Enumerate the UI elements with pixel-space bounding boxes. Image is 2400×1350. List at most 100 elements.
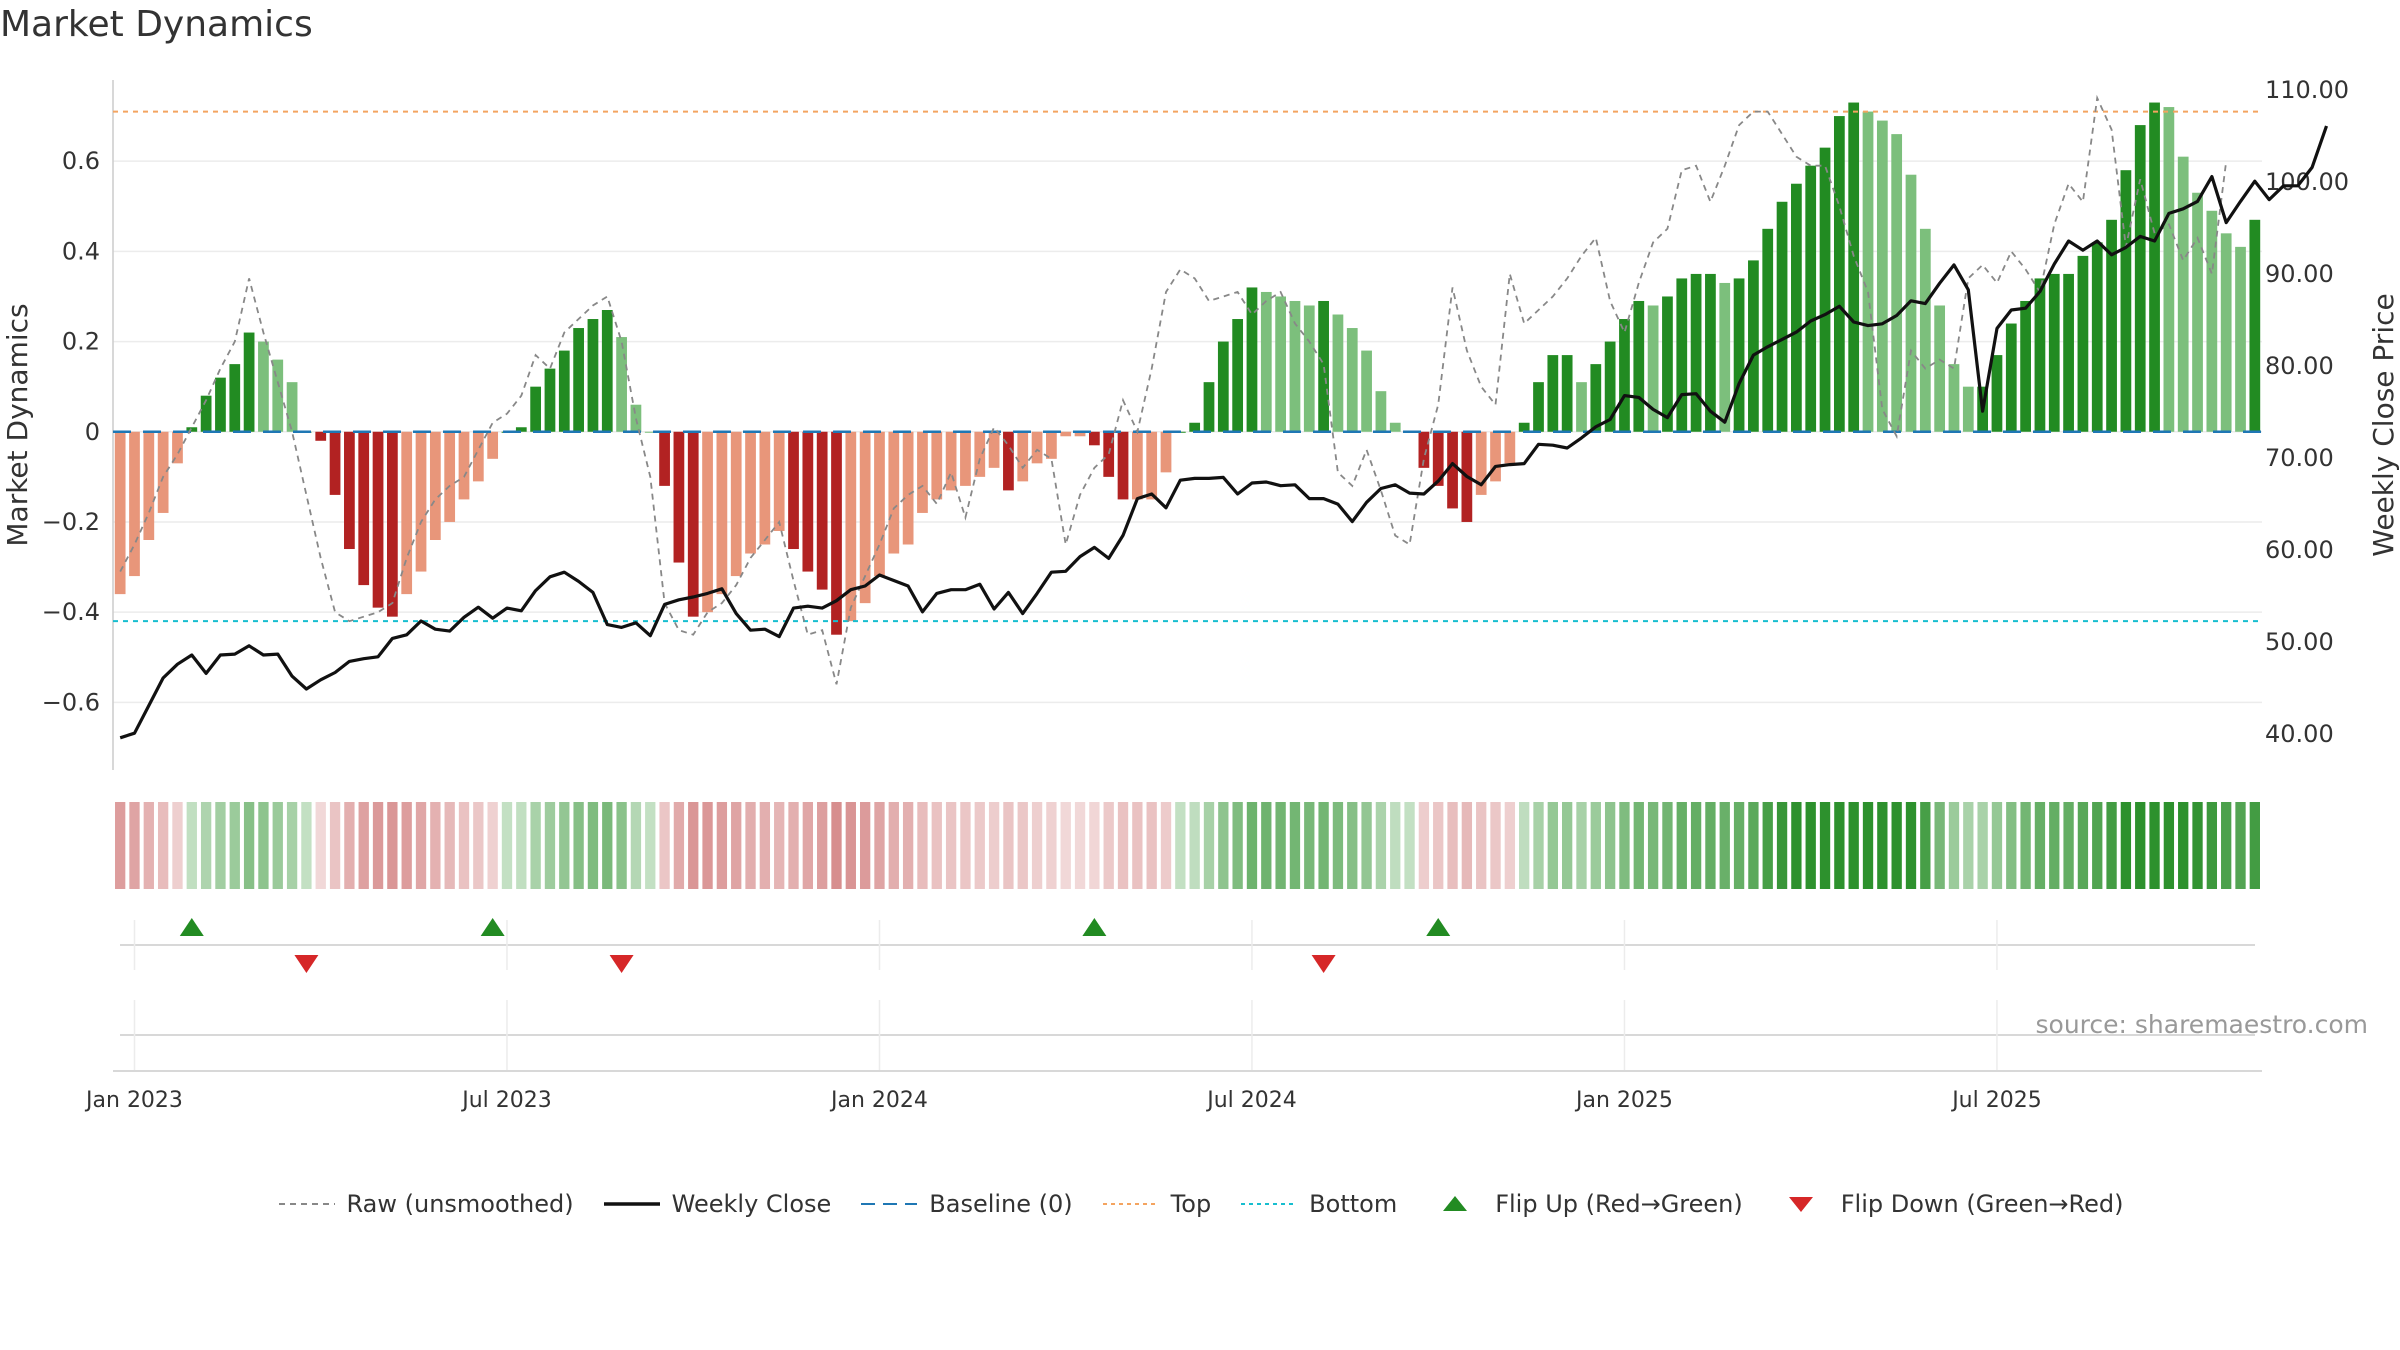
regime-strip-cell [960, 802, 971, 889]
dynamics-bar [2249, 219, 2261, 432]
regime-strip-cell [602, 802, 613, 889]
y-right-tick-label: 90.00 [2265, 260, 2334, 288]
dynamics-bar [1475, 431, 1487, 495]
dynamics-bar [702, 431, 713, 613]
regime-strip-cell [1862, 802, 1874, 889]
regime-strip-cell [2235, 802, 2246, 889]
legend-item: Weekly Close [602, 1190, 831, 1218]
dynamics-bar [1905, 174, 1917, 432]
regime-strip-cell [1375, 802, 1387, 889]
regime-strip-cell [587, 802, 599, 889]
regime-strip-cell [1461, 802, 1473, 889]
regime-strip-cell [487, 802, 498, 889]
regime-strip-cell [2163, 802, 2175, 889]
regime-strip-cell [1117, 802, 1129, 889]
y-right-tick-label: 70.00 [2265, 444, 2334, 472]
dynamics-bar [1748, 260, 1759, 432]
dynamics-bar [558, 350, 570, 432]
legend-swatch [1102, 1203, 1159, 1205]
legend-label: Top [1170, 1190, 1212, 1218]
dynamics-bar [1619, 319, 1630, 432]
regime-strip-cell [2063, 802, 2074, 889]
dynamics-bar [272, 359, 284, 432]
regime-strip-cell [172, 802, 183, 889]
legend-swatch [1443, 1196, 1468, 1211]
dynamics-bar [1275, 296, 1286, 432]
regime-strip-cell [845, 802, 856, 889]
regime-strip-cell [1848, 802, 1859, 889]
regime-strip-cell [1160, 802, 1172, 889]
regime-strip-cell [2178, 802, 2189, 889]
regime-strip-cell [401, 802, 412, 889]
regime-strip-cell [143, 802, 154, 889]
dynamics-bar [1375, 391, 1387, 432]
dynamics-bar [816, 431, 828, 590]
x-tick-label: Jul 2025 [1950, 1088, 2042, 1113]
regime-strip-cell [688, 802, 699, 889]
regime-strip-cell [1060, 802, 1071, 889]
legend-item: Bottom [1239, 1190, 1397, 1218]
regime-strip-cell [1433, 802, 1444, 889]
legend-item: Flip Up (Red→Green) [1425, 1190, 1743, 1218]
regime-strip-cell [1762, 802, 1773, 889]
regime-strip-cell [444, 802, 455, 889]
dynamics-bar [1518, 422, 1530, 432]
regime-strip-cell [817, 802, 828, 889]
regime-strip-cell [344, 802, 355, 889]
dynamics-bar [1232, 319, 1244, 432]
regime-strip-cell [501, 802, 513, 889]
dynamics-bar [773, 431, 785, 531]
regime-strip-cell [258, 802, 269, 889]
dynamics-bar [788, 431, 799, 550]
dynamics-bar [1633, 300, 1645, 432]
dynamics-bar [2077, 255, 2089, 432]
legend-swatch [603, 1202, 660, 1206]
regime-strip-cell [1705, 802, 1716, 889]
dynamics-bar [143, 431, 155, 540]
dynamics-bar [1690, 273, 1702, 432]
dynamics-bar [960, 431, 971, 486]
dynamics-bar [945, 431, 957, 491]
dynamics-bar [716, 431, 728, 595]
dynamics-bar [931, 431, 943, 500]
raw-series-line [119, 94, 2228, 685]
regime-strip-cell [1404, 802, 1415, 889]
regime-strip-cell [759, 802, 771, 889]
regime-strip-cell [2106, 802, 2117, 889]
dynamics-bar [472, 431, 484, 482]
regime-strip-cell [1905, 802, 1917, 889]
dynamics-bar [401, 431, 413, 595]
regime-strip-cell [1074, 802, 1086, 889]
regime-strip-cell [1504, 802, 1516, 889]
regime-strip-cell [616, 802, 627, 889]
dynamics-bar [573, 328, 584, 432]
regime-strip-cell [1561, 802, 1573, 889]
regime-strip-cell [645, 802, 656, 889]
regime-strip-cell [2120, 802, 2132, 889]
regime-strip-cell [1490, 802, 1501, 889]
regime-strip-cell [1733, 802, 1745, 889]
dynamics-bar [587, 319, 599, 432]
dynamics-bar [1791, 183, 1802, 432]
x-tick-label: Jan 2025 [1574, 1088, 1673, 1113]
dynamics-bar [1533, 382, 1544, 432]
regime-strip-cell [2135, 802, 2146, 889]
dynamics-bar [2149, 102, 2160, 432]
regime-strip-cell [272, 802, 283, 889]
regime-strip-cell [1776, 802, 1788, 889]
dynamics-bar [1719, 282, 1731, 432]
dynamics-bar [544, 368, 556, 432]
dynamics-bar [229, 364, 241, 432]
dynamics-bar [601, 310, 613, 432]
regime-strip-cell [1791, 802, 1802, 889]
regime-strip-cell [2049, 802, 2060, 889]
dynamics-bar [258, 341, 269, 432]
dynamics-bar [1733, 278, 1745, 432]
regime-strip-cell [2020, 802, 2031, 889]
legend-item: Baseline (0) [859, 1190, 1073, 1218]
dynamics-bar [1332, 314, 1344, 432]
dynamics-bar [114, 431, 126, 595]
regime-strip-cell [702, 802, 713, 889]
regime-strip-cell [516, 802, 527, 889]
dynamics-bar [859, 431, 871, 604]
